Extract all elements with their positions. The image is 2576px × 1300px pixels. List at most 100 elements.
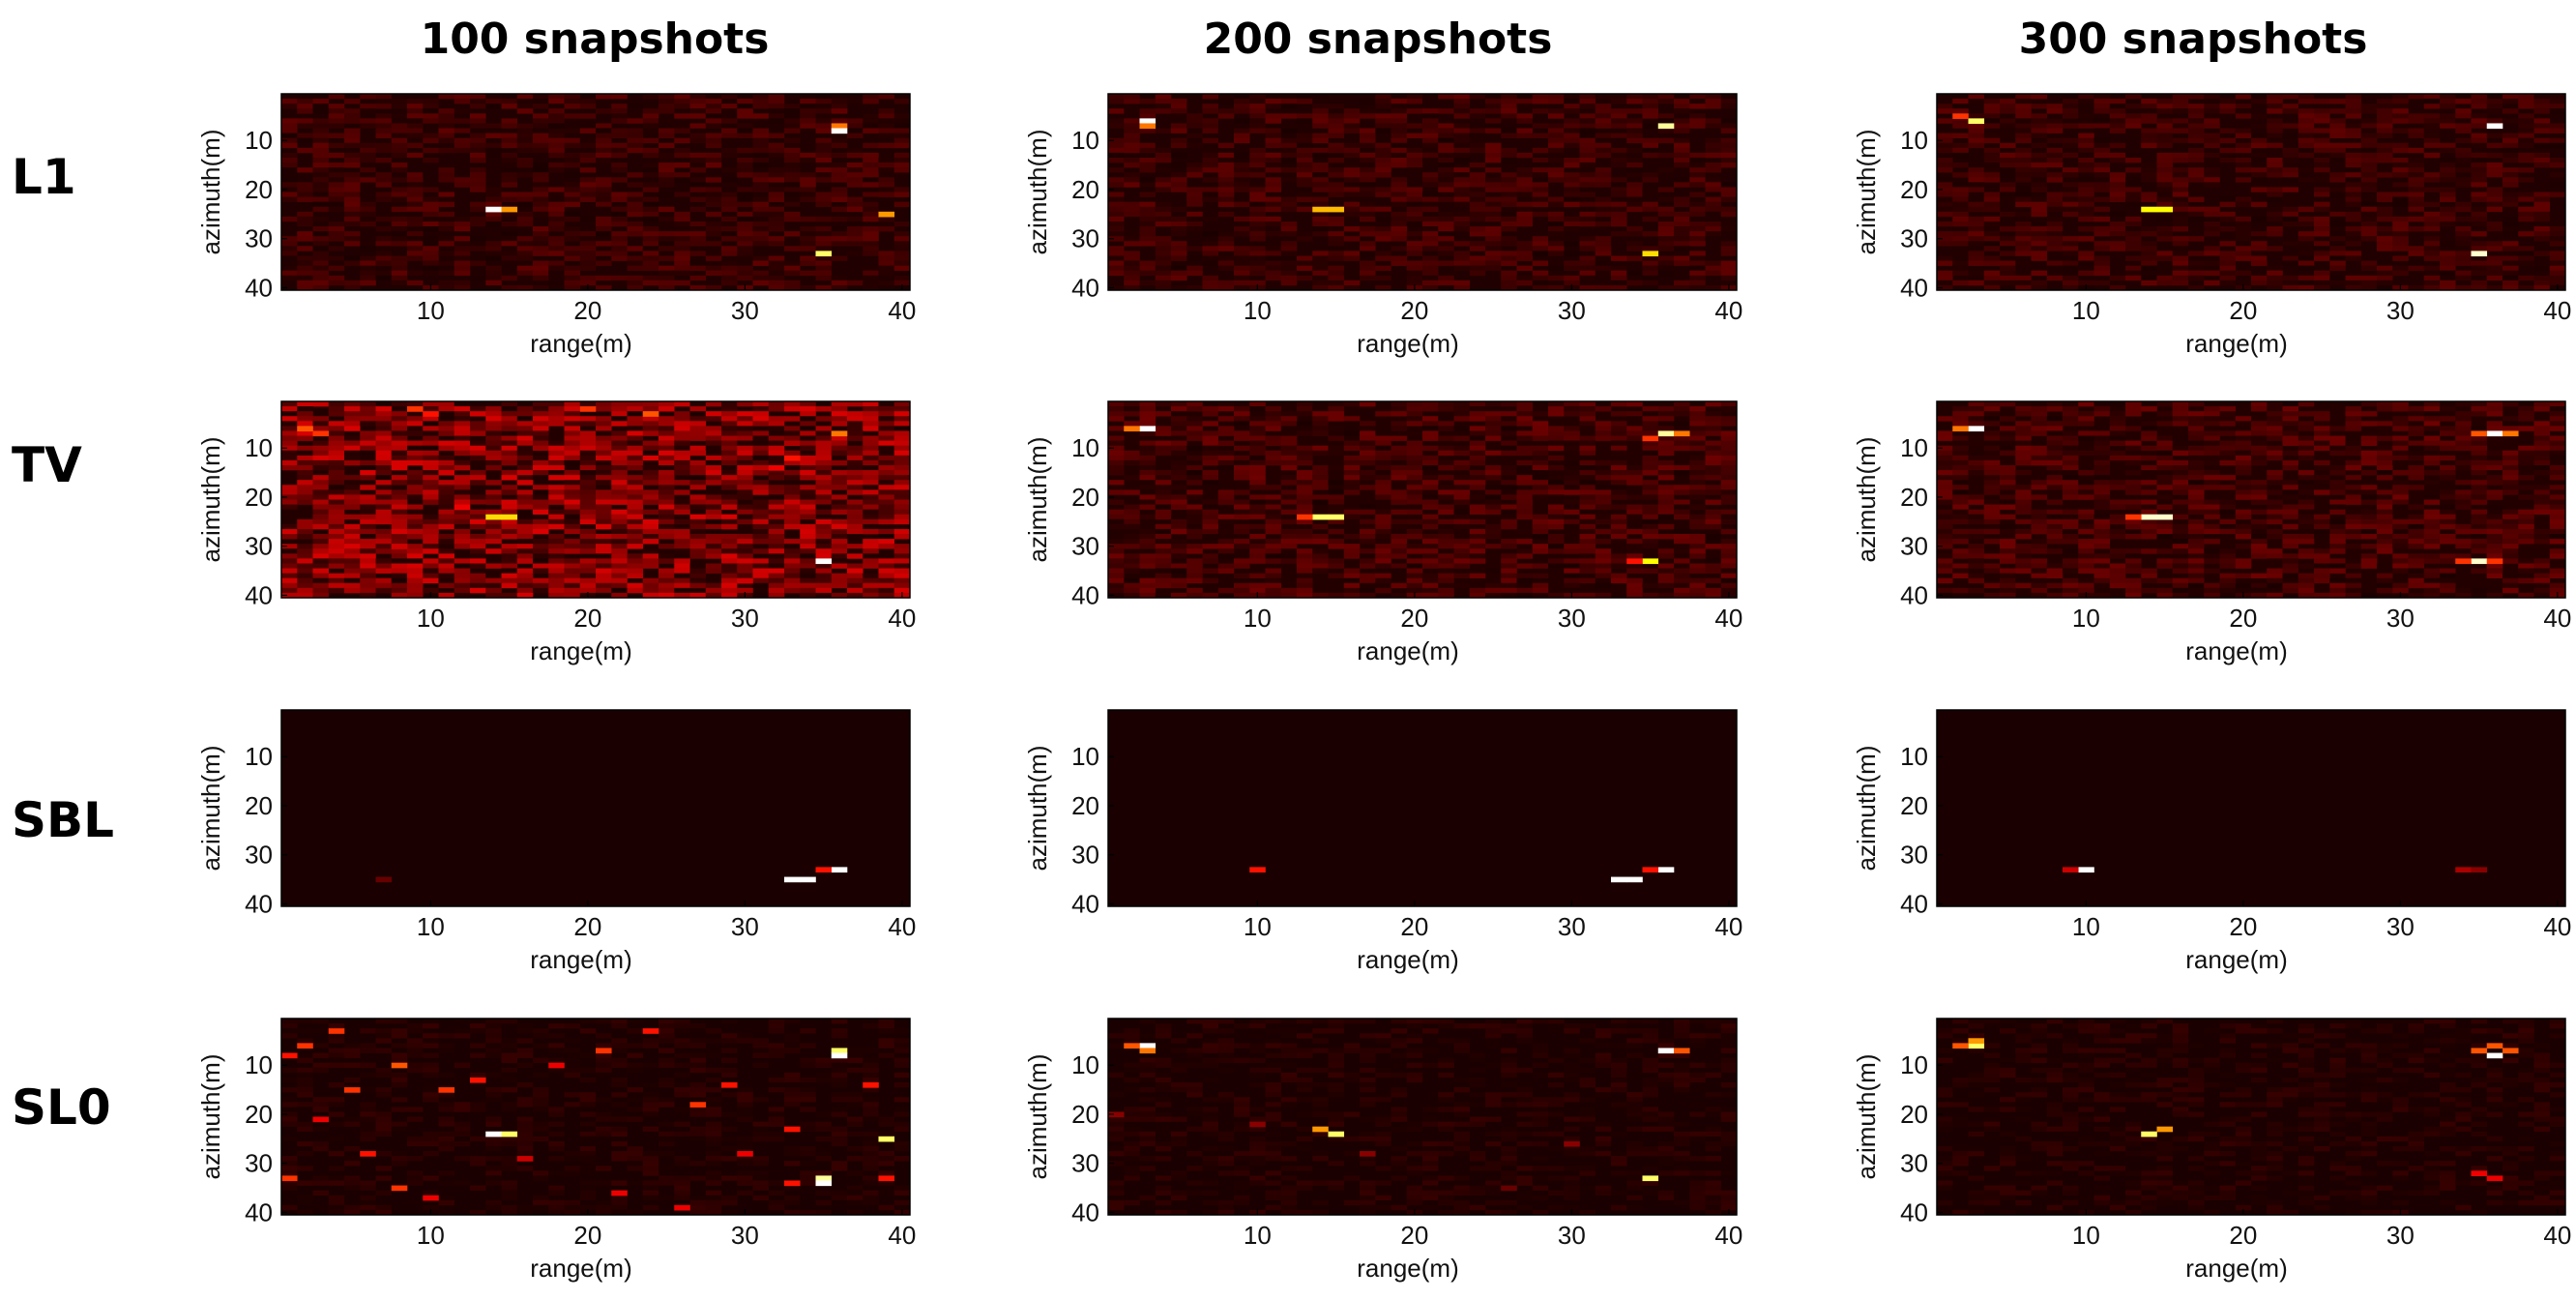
heatmap-cell (2423, 142, 2441, 149)
heatmap-cell (375, 455, 393, 461)
heatmap-cell (2345, 128, 2362, 133)
heatmap-cell (1438, 157, 1454, 163)
heatmap-cell (2360, 137, 2378, 144)
heatmap-cell (344, 211, 361, 218)
heatmap-cell (2141, 172, 2157, 178)
heatmap-cell (752, 221, 770, 227)
heatmap-cell (784, 231, 801, 237)
heatmap-cell (1328, 255, 1345, 261)
heatmap-cell (360, 270, 376, 277)
heatmap-cell (2360, 280, 2378, 286)
heatmap-cell (2314, 270, 2330, 277)
heatmap-cell (2015, 192, 2032, 197)
heatmap-cell (659, 518, 675, 525)
heatmap-cell (2015, 172, 2032, 178)
heatmap-cell (2204, 260, 2220, 266)
heatmap-cell (784, 206, 801, 213)
heatmap-cell (878, 270, 895, 277)
heatmap-cell (501, 241, 518, 247)
heatmap-cell (721, 450, 738, 457)
heatmap-cell (1595, 246, 1612, 251)
heatmap-cell (2486, 172, 2503, 178)
heatmap-cell (705, 94, 722, 100)
heatmap-cell (2282, 260, 2299, 266)
heatmap-cell (2078, 108, 2094, 114)
heatmap-cell (2156, 162, 2174, 168)
heatmap-cell (1312, 94, 1329, 100)
heatmap-cell (1343, 142, 1361, 149)
heatmap-cell (312, 162, 330, 168)
heatmap-cell (768, 450, 785, 457)
heatmap-cell (659, 416, 675, 422)
heatmap-cell (847, 573, 864, 579)
heatmap-cell (470, 182, 486, 188)
heatmap-cell (533, 568, 549, 574)
heatmap-cell (2503, 241, 2519, 247)
heatmap-cell (1485, 142, 1502, 149)
heatmap-cell (2377, 118, 2393, 124)
heatmap-cell (2109, 142, 2126, 149)
heatmap-cell (2219, 201, 2237, 208)
heatmap-cell (659, 445, 675, 452)
heatmap-cell (407, 187, 424, 192)
heatmap-cell (312, 270, 330, 277)
heatmap-cell (344, 475, 361, 481)
heatmap-cell (689, 499, 707, 505)
heatmap-cell (627, 509, 644, 516)
heatmap-cell (689, 406, 707, 412)
heatmap-cell (2000, 192, 2016, 197)
heatmap-cell (1186, 231, 1203, 237)
heatmap-cell (784, 430, 801, 436)
heatmap-cell (312, 489, 330, 495)
heatmap-cell (1438, 177, 1454, 183)
heatmap-cell (705, 226, 722, 232)
heatmap-cell (611, 577, 628, 584)
heatmap-cell (1983, 157, 2001, 163)
heatmap-cell (516, 123, 534, 129)
heatmap-cell (596, 430, 612, 436)
heatmap-cell (1937, 206, 1953, 213)
heatmap-cell (1280, 196, 1298, 202)
heatmap-cell (438, 534, 455, 540)
heatmap-cell (2172, 99, 2189, 104)
heatmap-cell (768, 504, 785, 510)
heatmap-cell (297, 582, 313, 589)
heatmap-cell (312, 587, 330, 594)
heatmap-cell (564, 416, 581, 422)
heatmap-cell (2455, 260, 2472, 266)
heatmap-cell (501, 475, 518, 481)
heatmap-cell (1642, 94, 1659, 100)
heatmap-cell (2360, 236, 2378, 242)
x-axis-label: range(m) (2185, 329, 2287, 358)
heatmap-cell (752, 459, 770, 466)
heatmap-cell (1689, 152, 1706, 159)
heatmap-cell (705, 494, 722, 500)
heatmap-cell (1297, 192, 1313, 197)
heatmap-cell (328, 133, 345, 138)
heatmap-cell (627, 260, 644, 266)
heatmap-cell (1705, 401, 1722, 407)
heatmap-cell (705, 113, 722, 119)
heatmap-cell (1390, 128, 1408, 133)
heatmap-cell (423, 196, 439, 202)
heatmap-cell (611, 568, 628, 574)
heatmap-cell (1469, 246, 1486, 251)
heatmap-cell (2329, 280, 2346, 286)
heatmap-cell (1720, 221, 1738, 227)
heatmap-cell (611, 280, 628, 286)
heatmap-cell (297, 548, 313, 554)
heatmap-cell (1249, 406, 1266, 412)
heatmap-cell (2549, 241, 2566, 247)
heatmap-cell (784, 494, 801, 500)
heatmap-cell (2204, 137, 2220, 144)
heatmap-cell (454, 421, 471, 427)
heatmap-cell (1532, 94, 1549, 100)
heatmap-cell (596, 440, 612, 446)
heatmap-cell (2329, 187, 2346, 192)
heatmap-cell (1674, 211, 1690, 218)
heatmap-cell (1611, 192, 1627, 197)
heatmap-cell (1564, 201, 1580, 208)
heatmap-cell (454, 94, 471, 100)
heatmap-cell (2172, 108, 2189, 114)
heatmap-cell (2063, 142, 2079, 149)
